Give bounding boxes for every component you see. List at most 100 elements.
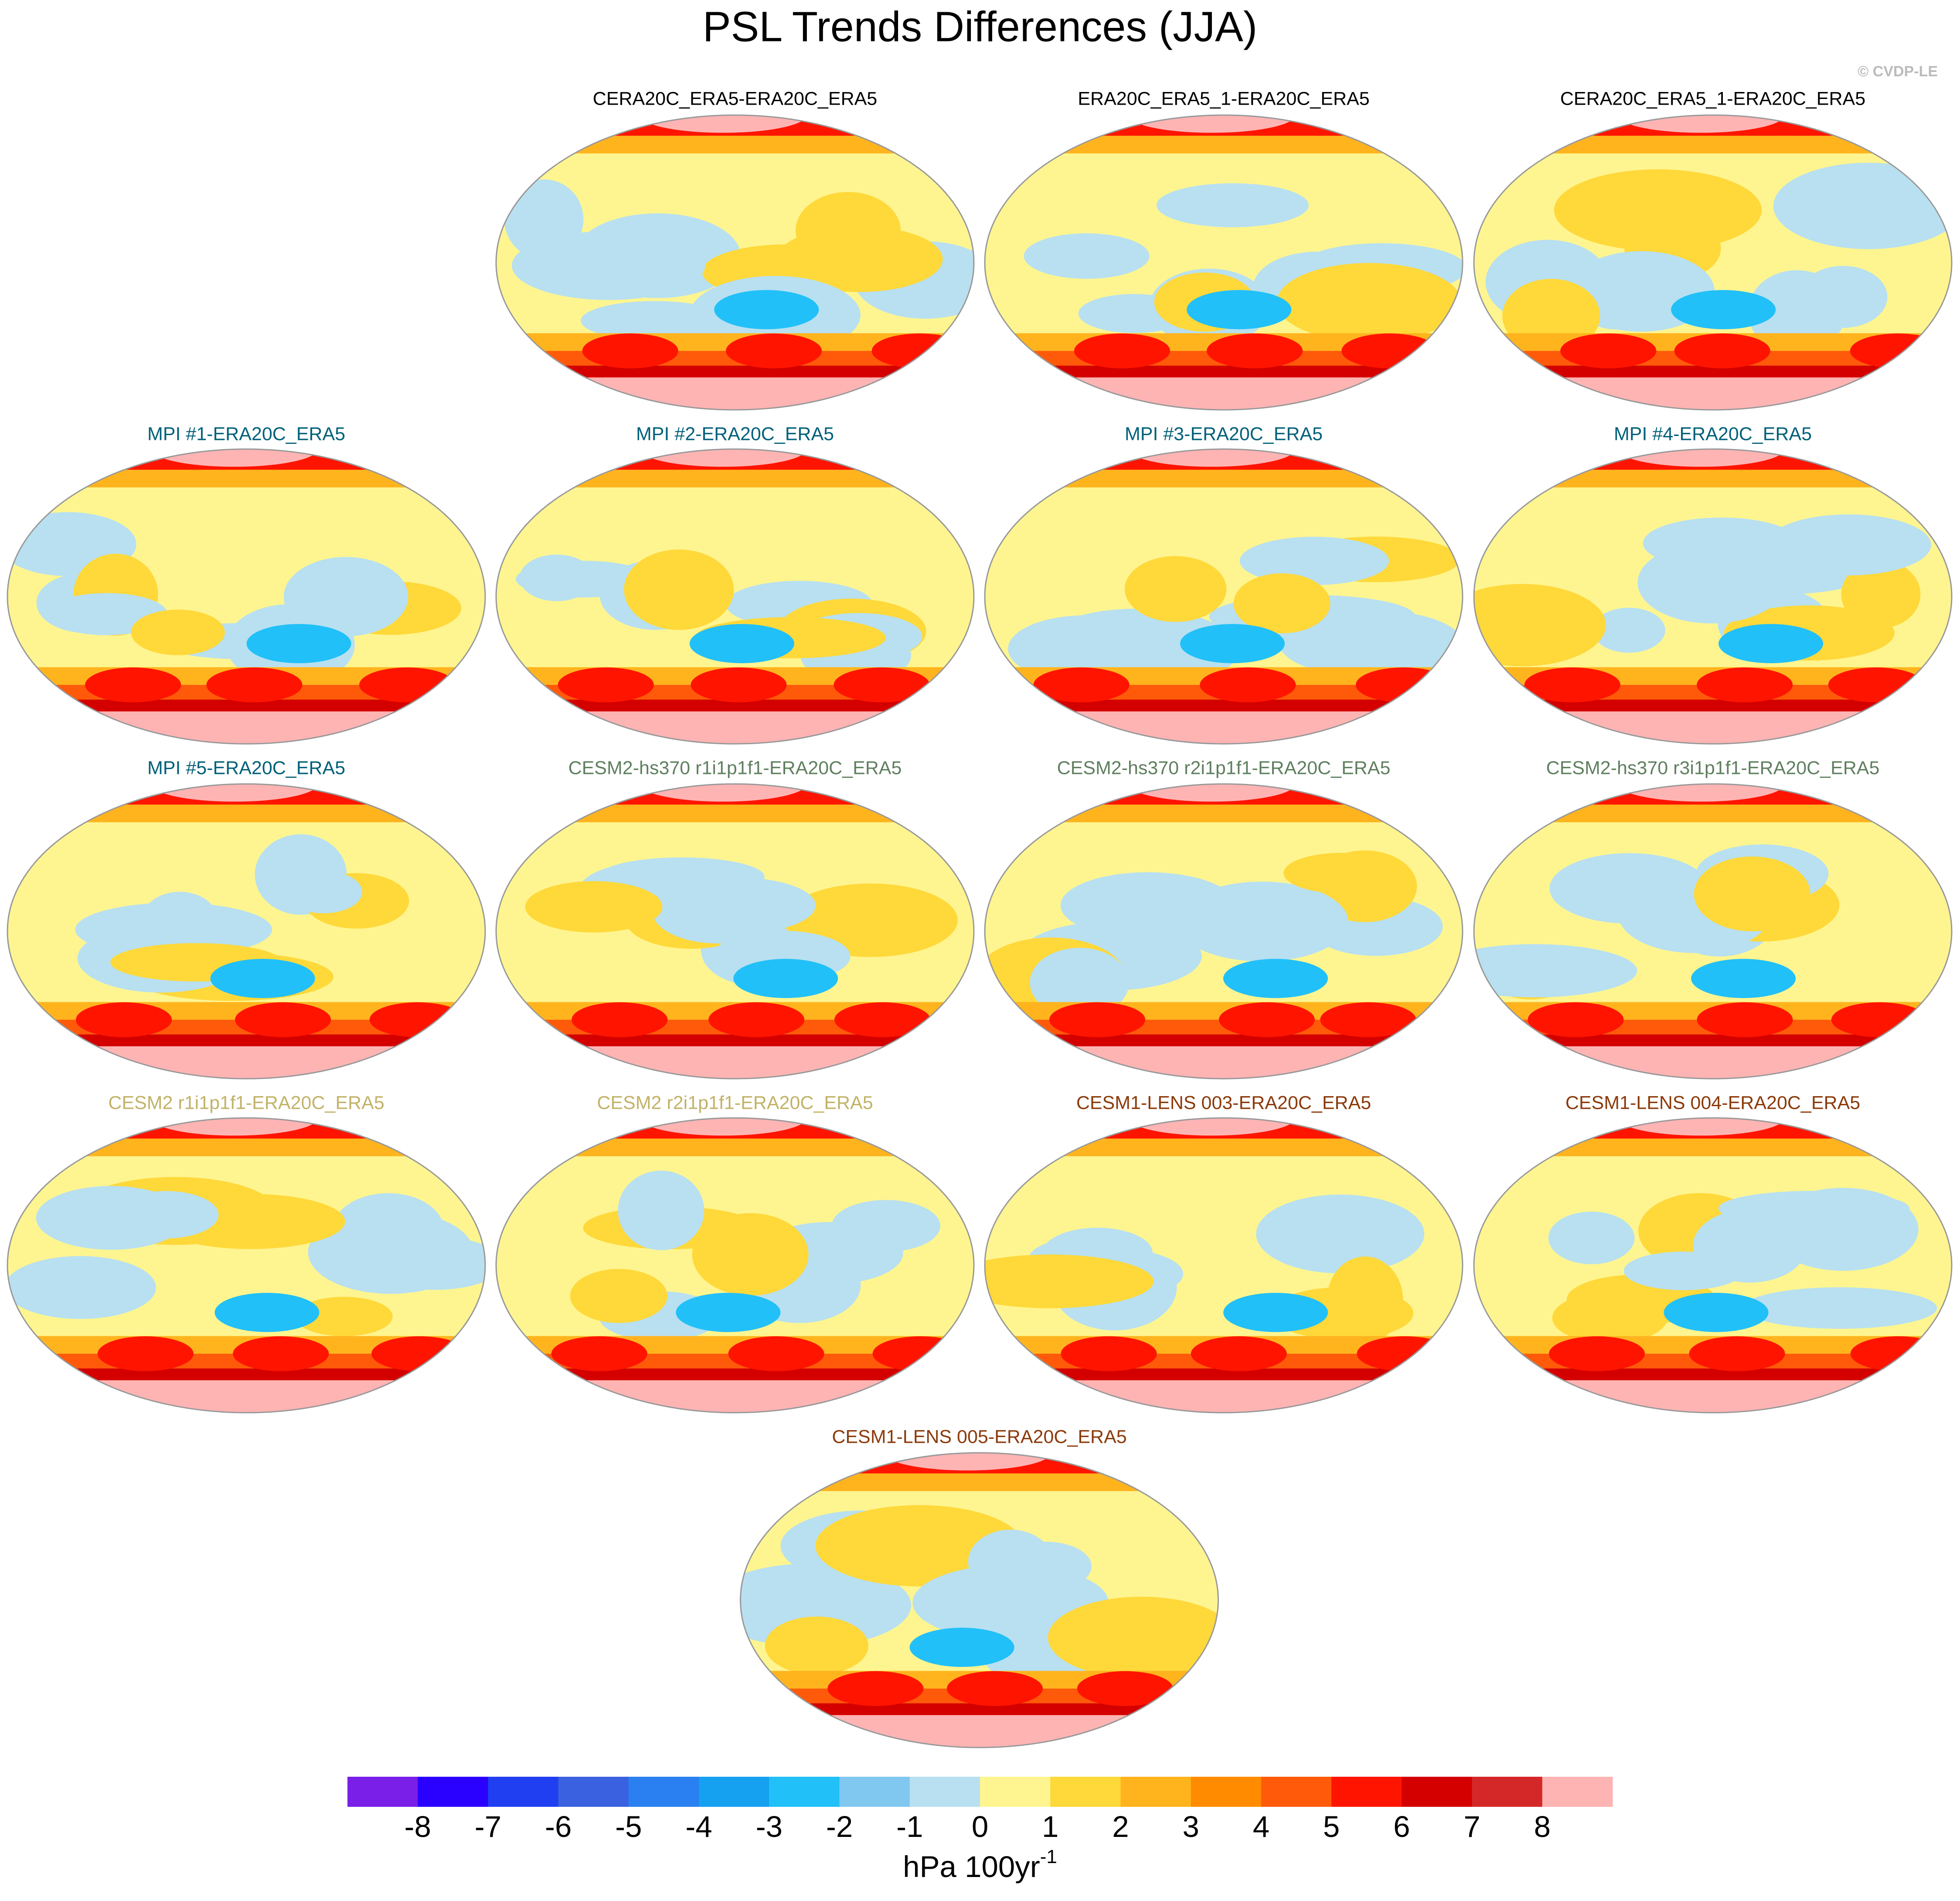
colorbar-box bbox=[909, 1777, 980, 1807]
map-blob bbox=[1748, 270, 1846, 354]
units-sup: -1 bbox=[1040, 1846, 1057, 1867]
map-outline bbox=[7, 448, 486, 745]
colorbar-box bbox=[1261, 1777, 1332, 1807]
map-blob bbox=[624, 549, 734, 630]
map-blob bbox=[1176, 881, 1348, 962]
map-band bbox=[985, 377, 1463, 410]
map-blob bbox=[1276, 263, 1462, 342]
panel-title: CESM1-LENS 004-ERA20C_ERA5 bbox=[1565, 1092, 1860, 1113]
map-blob bbox=[1061, 1336, 1157, 1371]
map-blob bbox=[246, 624, 351, 664]
map-blob bbox=[1718, 624, 1824, 664]
map-blob bbox=[1156, 183, 1309, 228]
map-blob bbox=[85, 667, 181, 702]
credit: © CVDP-LE bbox=[1858, 63, 1938, 80]
map-blob bbox=[1239, 536, 1389, 585]
colorbar-box bbox=[347, 1777, 418, 1807]
map-band bbox=[1128, 784, 1296, 802]
panel-title: CESM2 r1i1p1f1-ERA20C_ERA5 bbox=[108, 1092, 384, 1113]
colorbar-box bbox=[1191, 1777, 1262, 1807]
colorbar-box bbox=[1542, 1777, 1613, 1807]
map-blob bbox=[1528, 1002, 1624, 1037]
map-band bbox=[1474, 1380, 1952, 1413]
map bbox=[7, 1118, 485, 1413]
map-blob bbox=[1327, 1256, 1403, 1343]
map-blob bbox=[1664, 1293, 1769, 1332]
map-blob bbox=[1850, 1336, 1946, 1371]
map-blob bbox=[871, 333, 968, 368]
map-blob bbox=[233, 1336, 329, 1371]
map-outline bbox=[984, 783, 1463, 1080]
map-outline bbox=[1473, 114, 1953, 411]
map-blob bbox=[1341, 333, 1438, 368]
map-blob bbox=[359, 667, 456, 702]
map-blob bbox=[1831, 1002, 1927, 1037]
map-blob bbox=[1218, 1002, 1315, 1037]
colorbar-box bbox=[1331, 1777, 1402, 1807]
map-blob bbox=[1697, 667, 1793, 702]
panel-title: MPI #5-ERA20C_ERA5 bbox=[147, 757, 345, 778]
map-blob bbox=[909, 1628, 1014, 1667]
map-blob bbox=[1742, 1287, 1937, 1329]
map-blob bbox=[1524, 667, 1620, 702]
map-blob bbox=[796, 192, 901, 269]
map bbox=[496, 449, 974, 744]
map-blob bbox=[1674, 333, 1770, 368]
map-blob bbox=[1773, 163, 1952, 249]
map-blob bbox=[210, 959, 315, 998]
map bbox=[496, 784, 974, 1079]
map-blob bbox=[572, 1002, 668, 1037]
colorbar-box bbox=[488, 1777, 559, 1807]
map-blob bbox=[333, 1193, 444, 1266]
map-band bbox=[496, 1380, 974, 1413]
map-blob bbox=[1592, 607, 1665, 653]
colorbar-label: -1 bbox=[896, 1810, 923, 1843]
map-blob bbox=[1320, 1002, 1416, 1037]
map-blob bbox=[1766, 514, 1931, 576]
map-blob bbox=[1233, 573, 1330, 634]
map-outline bbox=[495, 1117, 975, 1414]
colorbar-units: hPa 100yr-1 bbox=[903, 1846, 1057, 1884]
map-blob bbox=[692, 1213, 809, 1296]
colorbar-label: 1 bbox=[1042, 1810, 1058, 1843]
map-band bbox=[740, 1715, 1218, 1748]
map-outline bbox=[984, 114, 1463, 411]
map-blob bbox=[1207, 333, 1303, 368]
panel-title: CESM1-LENS 005-ERA20C_ERA5 bbox=[832, 1426, 1126, 1447]
map-band bbox=[884, 1453, 1051, 1471]
panel-title: CESM2-hs370 r2i1p1f1-ERA20C_ERA5 bbox=[1057, 757, 1391, 778]
map-blob bbox=[1691, 959, 1796, 998]
map-blob bbox=[676, 1293, 781, 1332]
map-blob bbox=[714, 290, 819, 330]
panel-title: CERA20C_ERA5_1-ERA20C_ERA5 bbox=[1560, 88, 1865, 109]
colorbar-label: 5 bbox=[1323, 1810, 1340, 1843]
colorbar-box bbox=[1050, 1777, 1121, 1807]
map-blob bbox=[740, 1564, 912, 1647]
map-blob bbox=[1694, 856, 1810, 932]
map-blob bbox=[1548, 1336, 1645, 1371]
panel-title: CERA20C_ERA5-ERA20C_ERA5 bbox=[593, 88, 877, 109]
map-blob bbox=[1474, 584, 1606, 667]
colorbar-box bbox=[1472, 1777, 1543, 1807]
map-blob bbox=[75, 903, 272, 957]
map-blob bbox=[1048, 1597, 1218, 1679]
colorbar-label: -7 bbox=[475, 1810, 501, 1843]
colorbar-label: -8 bbox=[405, 1810, 431, 1843]
map-blob bbox=[284, 871, 362, 913]
map-blob bbox=[728, 1336, 824, 1371]
map-outline bbox=[495, 114, 975, 411]
map-outline bbox=[984, 1117, 1463, 1414]
colorbar-label: -6 bbox=[545, 1810, 572, 1843]
map-band bbox=[1617, 1118, 1785, 1136]
colorbar-label: -2 bbox=[826, 1810, 853, 1843]
panel-title: ERA20C_ERA5_1-ERA20C_ERA5 bbox=[1078, 88, 1369, 109]
map-blob bbox=[1841, 560, 1921, 628]
map-blob bbox=[1548, 1211, 1635, 1264]
units-base: hPa 100yr bbox=[903, 1850, 1040, 1884]
map-blob bbox=[371, 1336, 468, 1371]
map-blob bbox=[726, 333, 822, 368]
map-blob bbox=[551, 1336, 647, 1371]
map-blob bbox=[985, 1254, 1154, 1308]
map-blob bbox=[97, 1336, 194, 1371]
